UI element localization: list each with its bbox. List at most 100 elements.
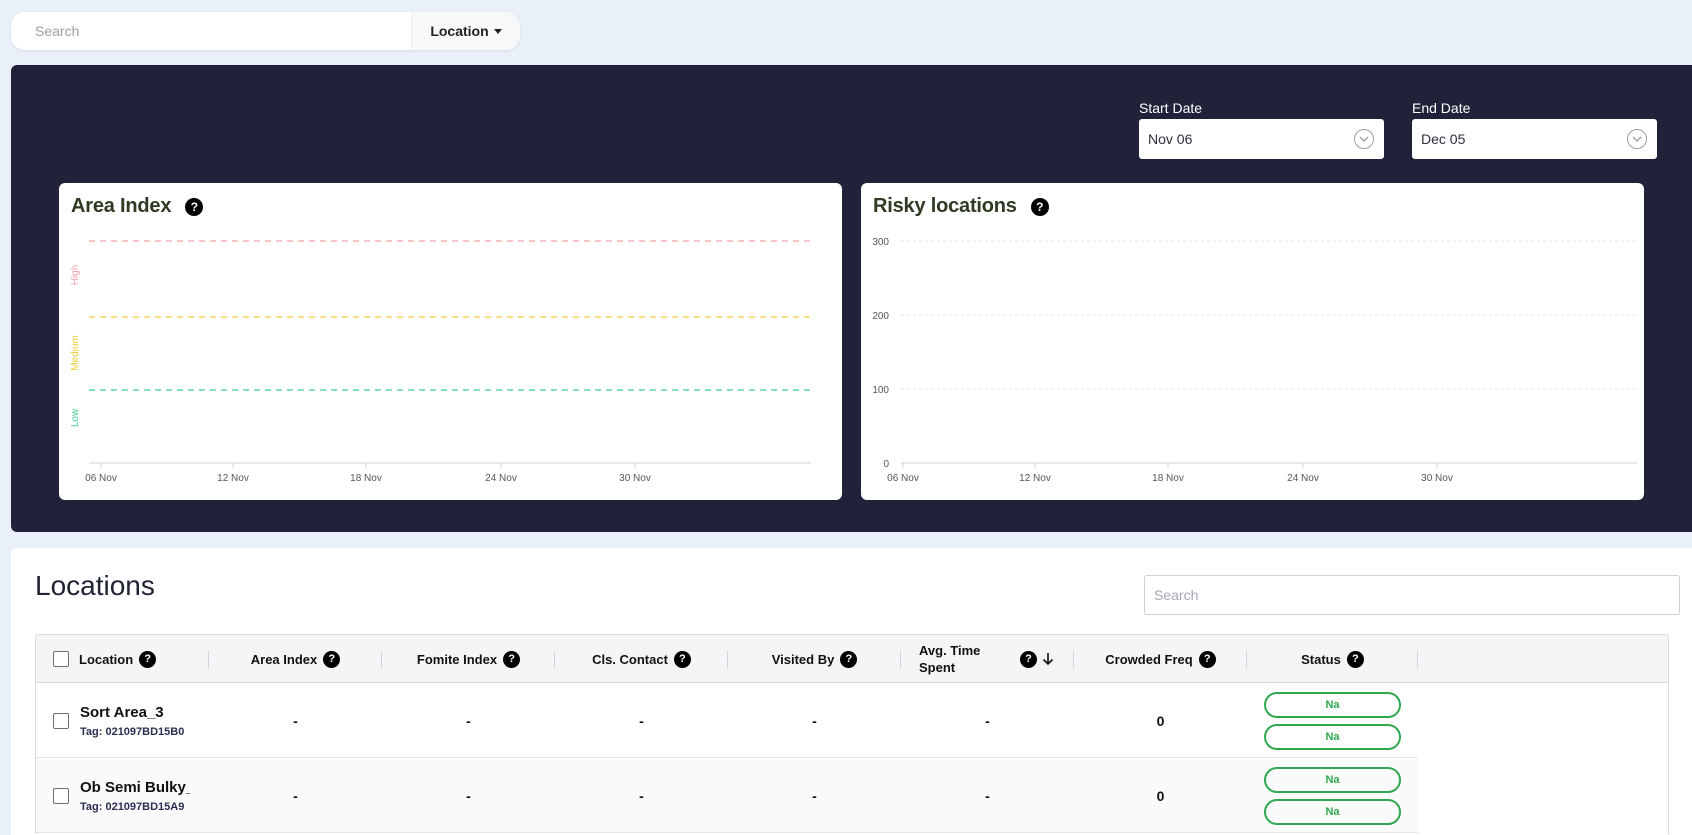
y-band-label: Medium — [70, 335, 81, 371]
status-badge[interactable]: Na — [1264, 767, 1401, 793]
th-cls-contact-label: Cls. Contact — [592, 651, 668, 667]
locations-panel: Locations Location ? Area Index ? Fomite… — [11, 548, 1692, 835]
top-search-bar: Location — [11, 12, 520, 50]
cell-fomite-index: - — [466, 788, 471, 804]
x-tick-label: 24 Nov — [1287, 473, 1319, 484]
location-button-label: Location — [430, 23, 489, 39]
help-icon[interactable]: ? — [1198, 650, 1216, 668]
dashboard-panel: Start Date Nov 06 End Date Dec 05 High Me… — [11, 65, 1692, 532]
cell-visited-by: - — [812, 788, 817, 804]
cell-avg-time: - — [985, 713, 990, 729]
th-status-label: Status — [1301, 651, 1341, 667]
locations-search-input[interactable] — [1144, 575, 1680, 615]
table-row[interactable]: Sort Area_3 Tag: 021097BD15B0 - - - - - … — [36, 684, 1418, 758]
th-visited-by[interactable]: Visited By ? — [728, 635, 901, 683]
table-row[interactable]: Ob Semi Bulky_ Tag: 021097BD15A9 - - - -… — [36, 759, 1418, 833]
cell-crowded-freq: 0 — [1156, 713, 1165, 729]
cell-status: Na Na — [1247, 684, 1418, 758]
th-avg-time-spent[interactable]: Avg. Time Spent ? — [901, 635, 1074, 683]
help-icon[interactable]: ? — [840, 650, 858, 668]
sort-arrow-down-icon[interactable] — [1042, 652, 1054, 666]
help-icon[interactable]: ? — [673, 650, 691, 668]
th-fomite-index[interactable]: Fomite Index ? — [382, 635, 555, 683]
x-tick-label: 18 Nov — [1152, 473, 1184, 484]
x-tick-label: 06 Nov — [887, 473, 919, 484]
help-icon[interactable]: ? — [1346, 650, 1364, 668]
end-date-picker[interactable]: Dec 05 — [1412, 119, 1657, 159]
start-date-picker[interactable]: Nov 06 — [1139, 119, 1384, 159]
y-tick-label: 300 — [872, 237, 889, 248]
cell-visited-by: - — [812, 713, 817, 729]
help-icon[interactable]: ? — [503, 650, 521, 668]
cell-status: Na Na — [1247, 759, 1418, 833]
risky-title-wrap: Risky locations ? — [873, 195, 1049, 218]
area-index-title-wrap: Area Index ? — [71, 195, 204, 218]
risky-locations-card: 0 100 200 300 06 Nov 12 Nov 18 Nov 24 Nov 30 Nov… — [861, 183, 1644, 500]
cell-cls-contact: - — [639, 788, 644, 804]
area-index-chart: High Medium Low 06 Nov 12 Nov 18 Nov 24 Nov 30 … — [70, 240, 811, 484]
row-checkbox[interactable] — [53, 788, 69, 804]
th-crowded-freq-label: Crowded Freq — [1105, 651, 1193, 667]
locations-table: Location ? Area Index ? Fomite Index ? C… — [35, 634, 1669, 834]
help-icon[interactable]: ? — [1020, 650, 1037, 668]
location-dropdown-button[interactable]: Location — [411, 12, 520, 50]
x-tick-label: 12 Nov — [217, 473, 249, 484]
location-name[interactable]: Ob Semi Bulky_ — [80, 779, 190, 796]
help-icon[interactable]: ? — [1030, 197, 1049, 216]
y-tick-label: 100 — [872, 385, 889, 396]
start-date-label: Start Date — [1139, 100, 1203, 116]
location-info: Ob Semi Bulky_ Tag: 021097BD15A9 — [80, 779, 190, 813]
end-date-label: End Date — [1412, 100, 1471, 116]
risky-locations-chart: 0 100 200 300 06 Nov 12 Nov 18 Nov 24 Nov 30 Nov — [872, 237, 1637, 484]
x-tick-label: 30 Nov — [1421, 473, 1453, 484]
status-badge[interactable]: Na — [1264, 692, 1401, 718]
end-date-value: Dec 05 — [1421, 131, 1466, 147]
th-location[interactable]: Location ? — [36, 635, 209, 683]
location-info: Sort Area_3 Tag: 021097BD15B0 — [80, 704, 190, 738]
start-date-value: Nov 06 — [1148, 131, 1193, 147]
y-band-label: Low — [70, 408, 81, 427]
cell-avg-time: - — [985, 788, 990, 804]
th-area-index-label: Area Index — [250, 651, 318, 667]
status-badge[interactable]: Na — [1264, 799, 1401, 825]
location-name[interactable]: Sort Area_3 — [80, 704, 164, 721]
location-tag: Tag: 021097BD15A9 — [80, 801, 185, 813]
search-input[interactable] — [11, 12, 411, 50]
select-all-checkbox[interactable] — [53, 651, 69, 667]
start-date-group: Start Date Nov 06 — [1139, 100, 1384, 159]
area-index-card: High Medium Low 06 Nov 12 Nov 18 Nov 24 Nov 30 … — [59, 183, 842, 500]
th-area-index[interactable]: Area Index ? — [209, 635, 382, 683]
locations-title: Locations — [35, 570, 155, 601]
x-tick-label: 06 Nov — [85, 473, 117, 484]
cell-location: Ob Semi Bulky_ Tag: 021097BD15A9 — [36, 759, 209, 833]
th-avg-time-label: Avg. Time Spent — [919, 643, 981, 675]
x-tick-label: 12 Nov — [1019, 473, 1051, 484]
risky-locations-title: Risky locations — [873, 195, 1017, 217]
cell-crowded-freq: 0 — [1156, 788, 1165, 804]
y-band-label: High — [70, 265, 81, 286]
chevron-down-icon[interactable] — [1627, 129, 1647, 149]
help-icon[interactable]: ? — [139, 650, 157, 668]
th-fomite-index-label: Fomite Index — [416, 651, 498, 667]
end-date-group: End Date Dec 05 — [1412, 100, 1657, 159]
x-tick-label: 30 Nov — [619, 473, 651, 484]
x-tick-label: 18 Nov — [350, 473, 382, 484]
th-cls-contact[interactable]: Cls. Contact ? — [555, 635, 728, 683]
th-location-label: Location — [79, 651, 134, 667]
cell-area-index: - — [293, 713, 298, 729]
area-index-title: Area Index — [71, 195, 172, 217]
status-badge[interactable]: Na — [1264, 724, 1401, 750]
x-tick-label: 24 Nov — [485, 473, 517, 484]
th-crowded-freq[interactable]: Crowded Freq ? — [1074, 635, 1247, 683]
cell-area-index: - — [293, 788, 298, 804]
th-status[interactable]: Status ? — [1247, 635, 1418, 683]
th-visited-by-label: Visited By — [771, 651, 835, 667]
help-icon[interactable]: ? — [323, 650, 341, 668]
cell-location: Sort Area_3 Tag: 021097BD15B0 — [36, 684, 209, 758]
cell-fomite-index: - — [466, 713, 471, 729]
row-checkbox[interactable] — [53, 713, 69, 729]
location-tag: Tag: 021097BD15B0 — [80, 726, 185, 738]
chevron-down-icon[interactable] — [1354, 129, 1374, 149]
y-tick-label: 200 — [872, 311, 889, 322]
help-icon[interactable]: ? — [185, 197, 204, 216]
